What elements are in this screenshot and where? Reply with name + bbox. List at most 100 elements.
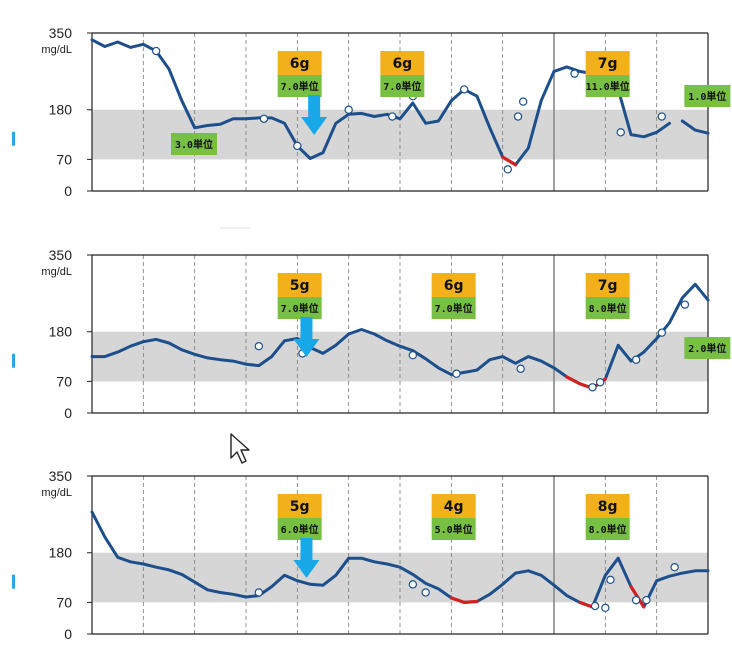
y-tick-label: 70 <box>56 594 72 610</box>
insulin-label: 11.0単位 <box>586 80 630 93</box>
y-tick-label: 0 <box>64 183 72 199</box>
glucose-check-point <box>631 595 641 605</box>
low-glucose-segment <box>578 600 595 609</box>
y-tick-label: 0 <box>64 626 72 642</box>
glucose-check-point <box>421 588 430 597</box>
insulin-label: 7.0単位 <box>281 302 319 315</box>
y-tick-label: 180 <box>49 324 73 340</box>
carb-label: 4g <box>444 499 464 515</box>
glucose-check-point <box>459 85 469 94</box>
glucose-check-point <box>657 112 667 121</box>
insulin-box <box>585 518 630 540</box>
y-tick-label: 350 <box>49 247 73 263</box>
insulin-box <box>277 297 322 319</box>
insulin-box <box>684 85 731 107</box>
glucose-check-point <box>513 112 523 121</box>
glucose-check-point <box>388 112 397 121</box>
glucose-check-point <box>503 165 512 174</box>
glucose-check-point <box>516 364 525 373</box>
glucose-check-point <box>590 601 600 611</box>
insulin-box <box>684 337 731 359</box>
y-tick-label: 70 <box>56 151 72 167</box>
y-tick-label: 350 <box>49 25 73 41</box>
insulin-box <box>380 75 425 97</box>
glucose-check-point <box>452 369 461 378</box>
carb-box <box>585 494 630 518</box>
insulin-label: 7.0単位 <box>281 80 319 93</box>
glucose-chart-panel-1: 350 180 70 0 mg/dL 6g 7.0単位 6g 7.0単位 7g 11.0単位 3.0単… <box>12 25 731 199</box>
y-tick-label: 350 <box>49 468 73 484</box>
insulin-label: 1.0単位 <box>688 90 726 103</box>
unit-label: mg/dL <box>41 266 72 278</box>
down-arrow-icon <box>293 317 320 357</box>
carb-box <box>277 51 322 75</box>
carb-label: 8g <box>598 499 618 515</box>
carb-box <box>277 494 322 518</box>
side-marker <box>12 574 15 589</box>
carb-label: 7g <box>598 56 618 72</box>
carb-box <box>431 494 476 518</box>
insulin-label: 3.0単位 <box>175 138 213 151</box>
unit-label: mg/dL <box>41 487 72 499</box>
glucose-chart-panel-3: 350 180 70 0 mg/dL 5g 6.0単位 4g 5.0単位 8g 8.0単位 <box>12 468 710 642</box>
carb-label: 5g <box>290 499 310 515</box>
glucose-check-point <box>588 383 597 392</box>
glucose-check-point <box>344 105 353 114</box>
glucose-check-point <box>596 378 605 387</box>
insulin-label: 6.0単位 <box>281 523 319 536</box>
carb-box <box>380 51 425 75</box>
down-arrow-icon <box>301 95 328 135</box>
insulin-label: 2.0単位 <box>688 342 726 355</box>
insulin-box <box>585 297 630 319</box>
glucose-check-point <box>616 128 625 137</box>
unit-label: mg/dL <box>41 44 72 56</box>
glucose-check-point <box>519 97 528 106</box>
glucose-check-point <box>657 328 667 337</box>
carb-box <box>431 273 476 297</box>
glucose-curve <box>90 38 671 167</box>
insulin-label: 7.0単位 <box>435 302 473 315</box>
glucose-check-point <box>254 588 264 597</box>
carb-box <box>277 273 322 297</box>
y-tick-label: 0 <box>64 405 72 421</box>
carb-box <box>585 273 630 297</box>
down-arrow-icon <box>293 538 320 578</box>
mouse-pointer-icon <box>230 433 250 464</box>
glucose-check-point <box>631 355 641 364</box>
insulin-box <box>431 297 476 319</box>
insulin-label: 5.0単位 <box>435 523 473 536</box>
y-tick-label: 180 <box>49 102 73 118</box>
y-tick-label: 70 <box>56 373 72 389</box>
insulin-box <box>277 75 322 97</box>
glucose-curve <box>680 119 710 135</box>
glucose-check-point <box>606 575 615 585</box>
y-tick-label: 180 <box>49 545 73 561</box>
glucose-check-point <box>642 595 651 605</box>
glucose-curve <box>90 510 710 609</box>
carb-box <box>585 51 630 75</box>
glucose-check-point <box>151 46 161 56</box>
glucose-check-point <box>601 603 610 613</box>
glucose-check-point <box>254 341 264 351</box>
insulin-box <box>171 133 217 155</box>
carb-label: 7g <box>598 278 618 294</box>
insulin-box <box>585 75 630 97</box>
glucose-check-point <box>680 300 690 309</box>
glucose-check-point <box>670 562 679 572</box>
glucose-check-point <box>408 580 418 589</box>
glucose-chart-panel-2: 350 180 70 0 mg/dL 5g 7.0単位 6g 7.0単位 7g 8.0単位 2.0単位 <box>12 247 731 421</box>
side-marker <box>12 131 15 146</box>
carb-label: 6g <box>290 56 310 72</box>
insulin-box <box>431 518 476 540</box>
carb-label: 5g <box>290 278 310 294</box>
insulin-label: 7.0単位 <box>383 80 421 93</box>
insulin-label: 8.0単位 <box>589 302 627 315</box>
glucose-check-point <box>408 351 418 360</box>
carb-label: 6g <box>444 278 464 294</box>
glucose-check-point <box>293 141 302 151</box>
low-glucose-segment <box>501 155 518 167</box>
glucose-check-point <box>570 69 579 78</box>
side-marker <box>12 353 15 368</box>
low-glucose-segment <box>449 596 479 605</box>
